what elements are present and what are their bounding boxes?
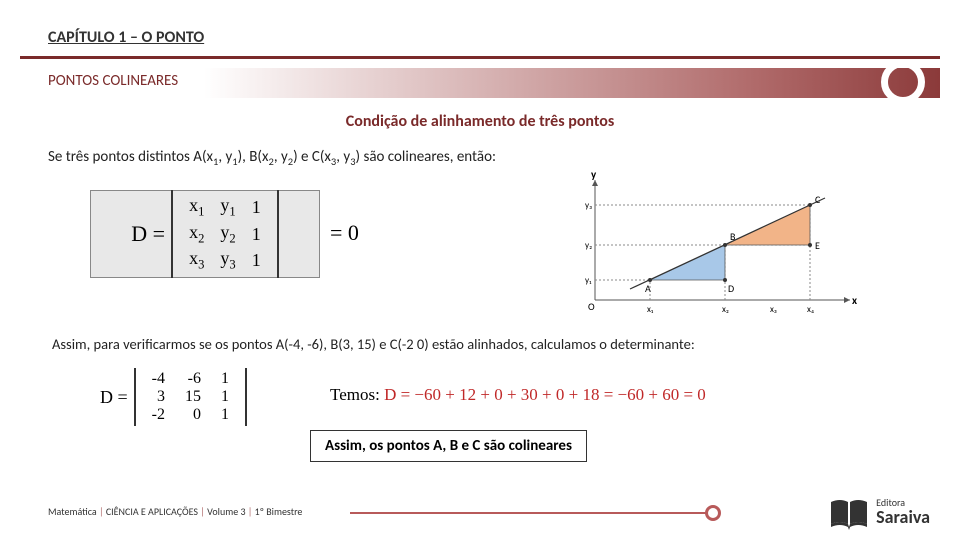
c: 1 bbox=[198, 205, 204, 219]
svg-text:C: C bbox=[815, 193, 821, 206]
footer-rule bbox=[350, 512, 710, 514]
c: 1 bbox=[244, 221, 269, 248]
calculation: Temos: D = −60 + 12 + 0 + 30 + 0 + 18 = … bbox=[330, 385, 706, 405]
cell: 1 bbox=[211, 406, 239, 424]
f: Volume 3 bbox=[207, 505, 245, 518]
t: ), B(x bbox=[238, 148, 269, 166]
c: 1 bbox=[244, 194, 269, 221]
cell: -2 bbox=[142, 406, 175, 424]
t: , y bbox=[336, 148, 350, 166]
cell: 0 bbox=[175, 406, 211, 424]
cell: -4 bbox=[142, 370, 175, 388]
section-title: PONTOS COLINEARES bbox=[48, 72, 178, 90]
cell: 1 bbox=[211, 388, 239, 406]
logo-big: Saraiva bbox=[876, 508, 930, 526]
cell: -6 bbox=[175, 370, 211, 388]
f: Matemática bbox=[48, 505, 97, 518]
determinant-formula: D = x1y11 x2y21 x3y31 bbox=[90, 190, 320, 278]
f: CIÊNCIA E APLICAÇÕES bbox=[106, 505, 198, 518]
svg-text:D: D bbox=[728, 282, 734, 295]
svg-text:x₂: x₂ bbox=[722, 304, 729, 315]
c: 3 bbox=[229, 258, 235, 272]
svg-text:x₄: x₄ bbox=[807, 304, 814, 315]
cell: 15 bbox=[175, 388, 211, 406]
c: x bbox=[189, 248, 198, 268]
c: x bbox=[189, 222, 198, 242]
t: Se três pontos distintos A(x bbox=[48, 148, 213, 166]
t: ) e C(x bbox=[293, 148, 331, 166]
svg-text:y₁: y₁ bbox=[585, 275, 592, 286]
det-matrix: x1y11 x2y21 x3y31 bbox=[181, 194, 269, 274]
det2-matrix: -4-61 3151 -201 bbox=[142, 370, 239, 424]
footer-ring-icon bbox=[705, 505, 721, 521]
footer-credits: Matemática | CIÊNCIA E APLICAÇÕES | Volu… bbox=[48, 505, 302, 518]
ring-icon bbox=[881, 60, 925, 104]
svg-text:y: y bbox=[591, 170, 597, 181]
t: , y bbox=[274, 148, 288, 166]
det-label: D = bbox=[131, 221, 165, 247]
svg-text:y₂: y₂ bbox=[585, 240, 592, 251]
svg-text:E: E bbox=[815, 239, 820, 252]
calc-prefix: Temos: bbox=[330, 385, 384, 404]
example-determinant: D = -4-61 3151 -201 bbox=[100, 368, 247, 426]
intro-text: Se três pontos distintos A(x1, y1), B(x2… bbox=[48, 148, 496, 168]
c: 3 bbox=[198, 258, 204, 272]
svg-text:x₃: x₃ bbox=[770, 304, 777, 315]
cell: 3 bbox=[142, 388, 175, 406]
equals-zero: = 0 bbox=[330, 220, 359, 246]
t: , y bbox=[218, 148, 232, 166]
c: 1 bbox=[244, 247, 269, 274]
calc-expr: D = −60 + 12 + 0 + 30 + 0 + 18 = −60 + 6… bbox=[384, 385, 706, 404]
det2-label: D = bbox=[100, 387, 128, 408]
c: 1 bbox=[229, 205, 235, 219]
c: x bbox=[189, 195, 198, 215]
svg-text:x₁: x₁ bbox=[647, 304, 654, 315]
svg-text:A: A bbox=[645, 282, 651, 295]
subtitle: Condição de alinhamento de três pontos bbox=[0, 112, 960, 131]
f: 1º Bimestre bbox=[255, 505, 303, 518]
book-icon bbox=[828, 494, 870, 530]
publisher-logo: Editora Saraiva bbox=[828, 494, 930, 530]
svg-text:y₃: y₃ bbox=[585, 200, 592, 211]
cell: 1 bbox=[211, 370, 239, 388]
svg-text:B: B bbox=[730, 230, 736, 243]
svg-text:x: x bbox=[852, 294, 857, 307]
conclusion-box: Assim, os pontos A, B e C são colineares bbox=[310, 430, 587, 462]
header-rule bbox=[20, 56, 940, 59]
chapter-title: CAPÍTULO 1 – O PONTO bbox=[48, 28, 204, 47]
collinear-diagram: A B C D E y₁ y₂ y₃ x₁ x₂ x₃ x₄ O x y bbox=[550, 170, 860, 320]
c: 2 bbox=[229, 231, 235, 245]
example-text: Assim, para verificarmos se os pontos A(… bbox=[52, 335, 695, 353]
c: 2 bbox=[198, 231, 204, 245]
t: ) são colineares, então: bbox=[356, 148, 497, 166]
svg-text:O: O bbox=[588, 300, 595, 313]
